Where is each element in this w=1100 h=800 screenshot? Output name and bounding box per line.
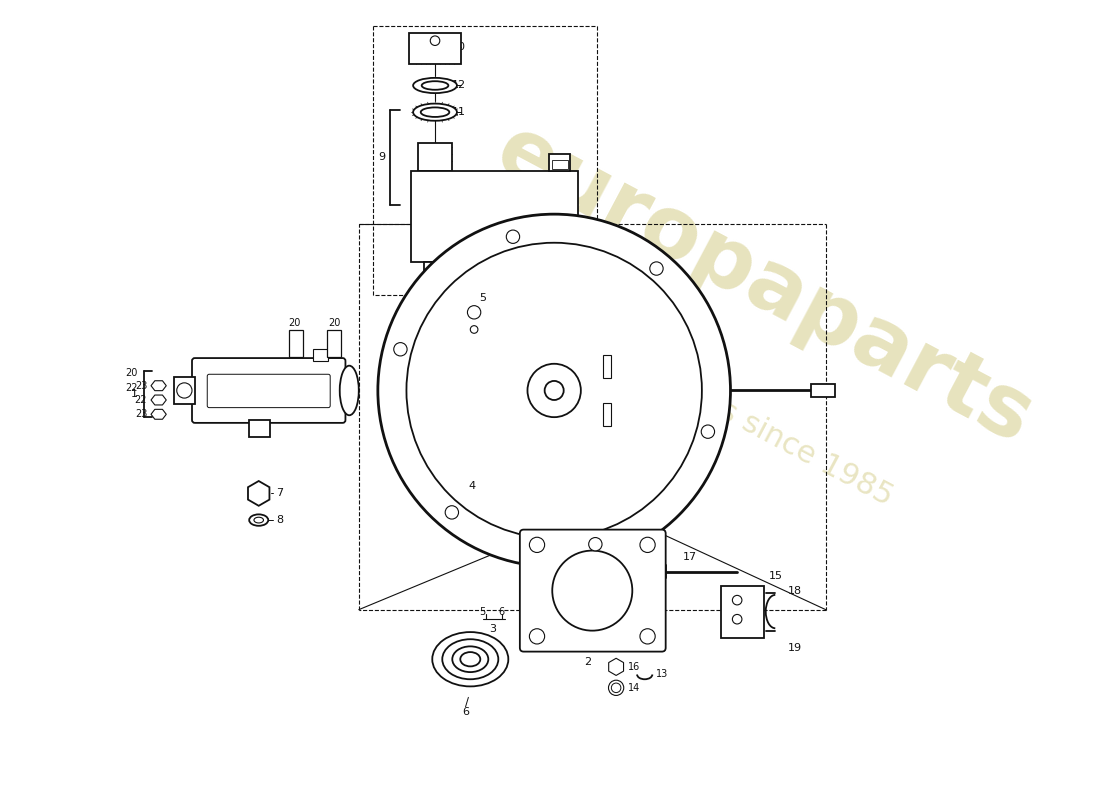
Bar: [328, 330, 341, 357]
Bar: [289, 330, 302, 357]
Ellipse shape: [414, 78, 456, 93]
Circle shape: [471, 326, 477, 334]
Text: 23: 23: [135, 410, 147, 419]
Text: 19: 19: [788, 642, 802, 653]
Text: 20: 20: [288, 318, 300, 328]
Ellipse shape: [254, 518, 264, 523]
Text: 4: 4: [469, 481, 475, 490]
Circle shape: [177, 383, 192, 398]
Bar: [424, 262, 437, 274]
Circle shape: [588, 538, 602, 551]
Text: 8: 8: [276, 515, 283, 525]
Circle shape: [446, 506, 459, 519]
Text: 17: 17: [682, 552, 696, 562]
Text: 20: 20: [328, 318, 340, 328]
Circle shape: [650, 262, 663, 275]
Circle shape: [640, 629, 656, 644]
Ellipse shape: [608, 680, 624, 695]
Bar: [603, 403, 611, 426]
Polygon shape: [151, 395, 166, 405]
Circle shape: [701, 425, 715, 438]
Ellipse shape: [442, 639, 498, 679]
Text: 2: 2: [584, 657, 591, 667]
Circle shape: [430, 36, 440, 46]
Text: 11: 11: [452, 107, 466, 117]
Circle shape: [528, 364, 581, 417]
Circle shape: [552, 550, 632, 630]
Circle shape: [733, 595, 741, 605]
Text: europaparts: europaparts: [481, 109, 1046, 462]
Ellipse shape: [460, 652, 481, 666]
Ellipse shape: [250, 514, 268, 526]
Ellipse shape: [340, 366, 359, 415]
Text: 20: 20: [125, 368, 138, 378]
Bar: [452, 262, 465, 274]
Bar: [411, 171, 578, 262]
Text: 5: 5: [478, 293, 486, 303]
Text: 7: 7: [276, 489, 283, 498]
Text: 18: 18: [788, 586, 802, 596]
Text: 5: 5: [480, 606, 486, 617]
Text: 10: 10: [452, 42, 466, 52]
Circle shape: [506, 230, 519, 243]
Text: 13: 13: [656, 670, 669, 679]
Bar: [174, 377, 195, 404]
Bar: [812, 384, 835, 397]
Bar: [409, 33, 461, 63]
Text: 22: 22: [134, 395, 147, 405]
Text: 12: 12: [452, 81, 466, 90]
Bar: [549, 154, 571, 171]
Bar: [538, 262, 551, 274]
Bar: [499, 262, 514, 274]
Text: 1: 1: [131, 390, 138, 399]
Circle shape: [377, 214, 730, 566]
Ellipse shape: [452, 646, 488, 672]
Circle shape: [394, 342, 407, 356]
Text: 14: 14: [628, 683, 640, 693]
Text: 9: 9: [378, 152, 385, 162]
Bar: [418, 142, 452, 171]
FancyBboxPatch shape: [207, 374, 330, 408]
Polygon shape: [151, 410, 166, 419]
FancyBboxPatch shape: [520, 530, 666, 652]
Circle shape: [733, 614, 741, 624]
Text: 23: 23: [135, 381, 147, 390]
Text: 6: 6: [462, 706, 469, 717]
FancyBboxPatch shape: [192, 358, 345, 423]
Text: 22: 22: [125, 382, 138, 393]
Text: 16: 16: [628, 662, 640, 672]
Ellipse shape: [421, 81, 449, 90]
Circle shape: [468, 306, 481, 319]
Text: a passion for parts since 1985: a passion for parts since 1985: [477, 270, 898, 511]
Circle shape: [640, 538, 656, 553]
Circle shape: [612, 683, 620, 693]
Bar: [552, 160, 568, 170]
Bar: [250, 420, 271, 437]
Text: 6: 6: [498, 606, 505, 617]
Text: 3: 3: [490, 624, 497, 634]
Ellipse shape: [432, 632, 508, 686]
Circle shape: [544, 381, 563, 400]
Circle shape: [406, 242, 702, 538]
Circle shape: [529, 538, 544, 553]
Bar: [603, 355, 611, 378]
Polygon shape: [151, 381, 166, 390]
Text: 15: 15: [769, 571, 782, 582]
Ellipse shape: [414, 103, 456, 121]
Bar: [720, 586, 763, 638]
Bar: [314, 350, 328, 361]
Circle shape: [529, 629, 544, 644]
Ellipse shape: [420, 107, 449, 117]
